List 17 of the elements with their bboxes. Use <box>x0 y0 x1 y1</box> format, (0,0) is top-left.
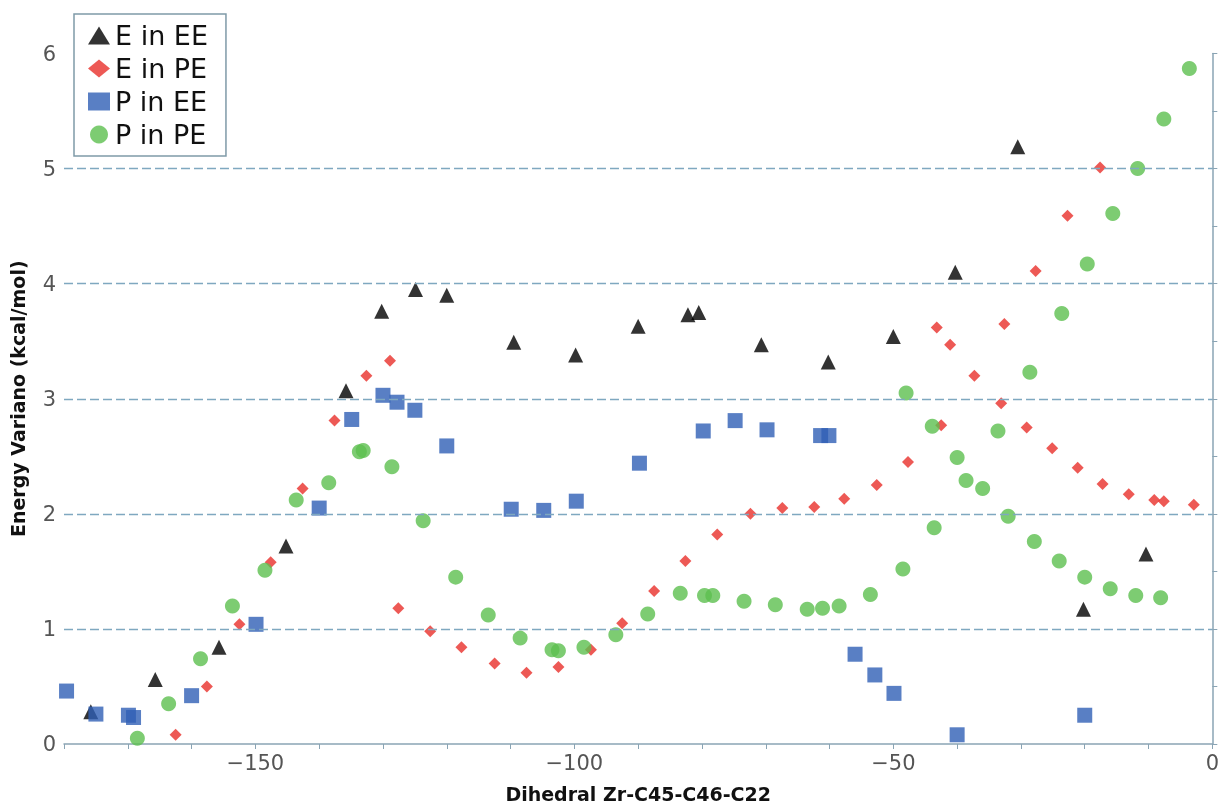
y-tick-label: 6 <box>42 41 56 66</box>
legend-label: E in PE <box>115 53 208 84</box>
x-axis-title: Dihedral Zr-C45-C46-C22 <box>505 782 771 805</box>
x-tick-label: −50 <box>871 750 916 775</box>
y-axis-title: Energy Variano (kcal/mol) <box>6 260 29 538</box>
legend-label: P in PE <box>115 119 207 150</box>
x-tick-label: 0 <box>1205 750 1220 775</box>
y-tick-label: 2 <box>42 501 56 526</box>
x-tick-label: −100 <box>545 750 604 775</box>
y-tick-label: 4 <box>42 271 56 296</box>
y-tick-label: 1 <box>42 616 56 641</box>
legend-label: E in EE <box>115 20 208 51</box>
y-tick-label: 3 <box>42 386 56 411</box>
legend-label: P in EE <box>115 86 208 117</box>
x-tick-label: −150 <box>226 750 285 775</box>
y-tick-label: 0 <box>42 732 56 756</box>
y-tick-label: 5 <box>42 156 56 181</box>
